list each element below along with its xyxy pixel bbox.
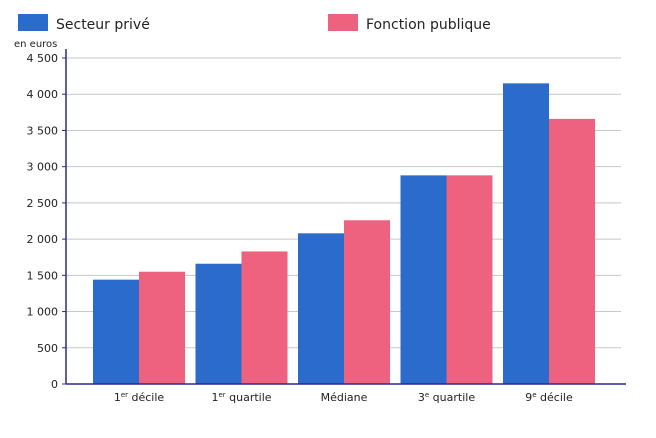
bar-secteur-prive: [298, 233, 344, 384]
bar-fonction-publique: [549, 118, 595, 384]
y-tick-label: 1 000: [27, 306, 59, 319]
y-tick-label: 3 500: [27, 124, 59, 137]
legend-label-fonction-publique: Fonction publique: [366, 17, 491, 33]
bar-secteur-prive: [195, 263, 242, 384]
legend-swatch-secteur-prive: [18, 14, 48, 31]
legend-swatch-fonction-publique: [328, 14, 358, 31]
y-axis-ticks: 0 500 1 000 1 500 2 000 2 500 3 000 3 500 4 000 4…: [27, 52, 66, 391]
x-category-label: Médiane: [321, 391, 368, 404]
x-category-label: 1er décile: [114, 391, 165, 404]
y-tick-label: 0: [51, 378, 58, 391]
bar-fonction-publique: [139, 271, 185, 384]
y-tick-label: 3 000: [27, 161, 59, 174]
y-tick-label: 2 500: [27, 197, 59, 210]
bar-fonction-publique: [241, 251, 288, 384]
bar-fonction-publique: [446, 175, 493, 384]
bar-secteur-prive: [93, 279, 139, 384]
x-category-label: 3e quartile: [418, 391, 475, 404]
x-axis-labels: 1er décile 1er quartile Médiane 3e quartile…: [114, 391, 573, 404]
y-tick-label: 1 500: [27, 269, 59, 282]
x-category-label: 9e décile: [525, 391, 573, 404]
x-category-label: 1er quartile: [211, 391, 271, 404]
y-tick-label: 4 500: [27, 52, 59, 65]
y-tick-label: 4 000: [27, 88, 59, 101]
legend: Secteur privé Fonction publique: [18, 14, 491, 33]
bar-secteur-prive: [503, 83, 549, 384]
bar-fonction-publique: [344, 220, 390, 384]
y-axis-unit-label: en euros: [14, 39, 57, 50]
y-tick-label: 2 000: [27, 233, 59, 246]
bar-secteur-prive: [400, 175, 447, 384]
legend-label-secteur-prive: Secteur privé: [56, 17, 150, 33]
bars: [93, 83, 595, 384]
y-tick-label: 500: [37, 342, 58, 355]
